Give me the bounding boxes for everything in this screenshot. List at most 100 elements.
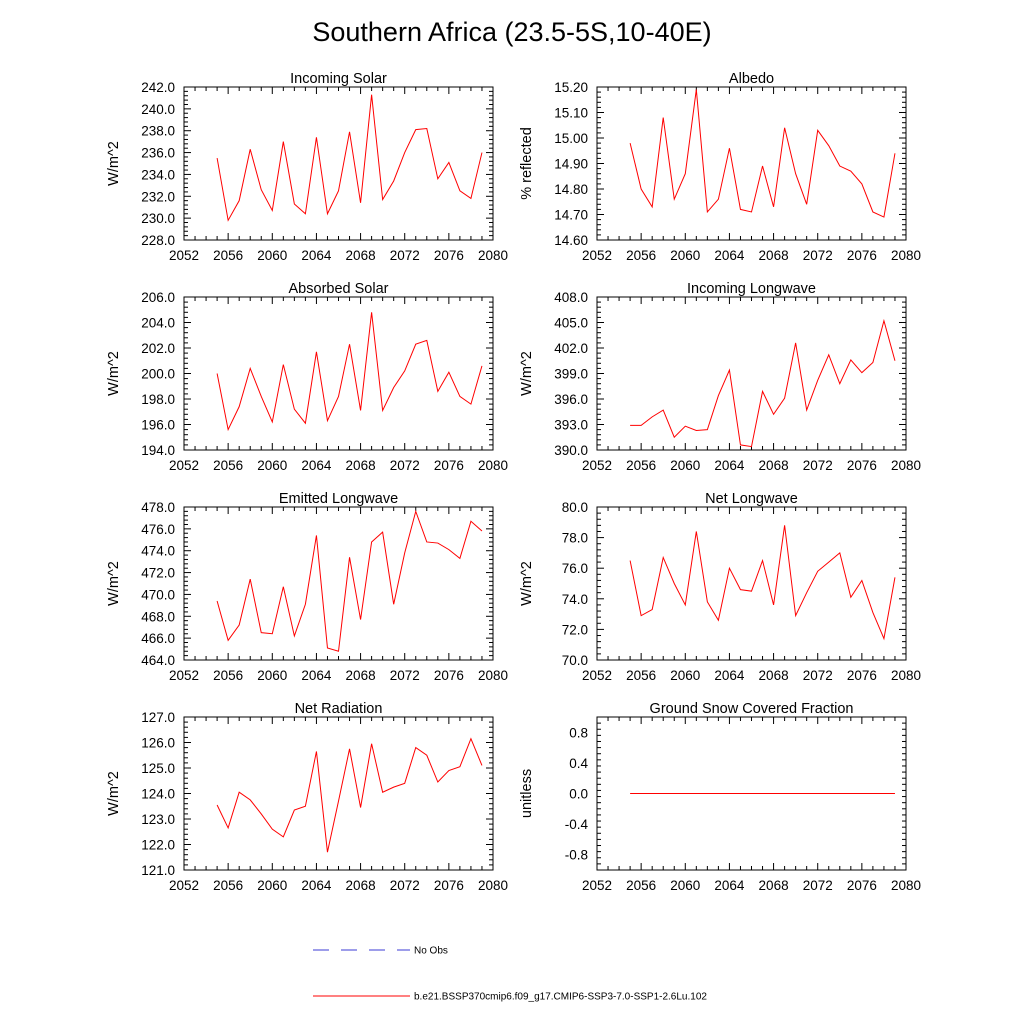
- x-tick-label: 2056: [626, 668, 656, 683]
- y-tick-label: 405.0: [554, 316, 588, 331]
- y-tick-label: 74.0: [562, 592, 588, 607]
- x-tick-label: 2064: [714, 668, 745, 683]
- x-tick-label: 2056: [213, 878, 243, 893]
- y-tick-label: 478.0: [141, 500, 175, 515]
- x-tick-label: 2072: [390, 668, 420, 683]
- x-tick-label: 2064: [714, 248, 745, 263]
- y-axis-label: % reflected: [519, 127, 535, 200]
- y-tick-label: 0.4: [569, 756, 588, 771]
- x-tick-label: 2080: [891, 668, 921, 683]
- plot-frame: [183, 716, 494, 871]
- y-tick-label: 200.0: [141, 367, 175, 382]
- x-tick-label: 2052: [582, 878, 612, 893]
- y-tick-label: 15.20: [554, 80, 588, 95]
- panel-incoming-solar: Incoming Solar 2052 2056 2060 2064 2068 2072 20…: [106, 71, 508, 263]
- y-tick-label: 228.0: [141, 233, 175, 248]
- x-tick-label: 2076: [847, 248, 877, 263]
- x-tick-label: 2052: [169, 458, 199, 473]
- x-tick-label: 2076: [434, 458, 464, 473]
- x-tick-label: 2052: [169, 668, 199, 683]
- y-tick-label: 204.0: [141, 316, 175, 331]
- y-tick-label: 194.0: [141, 443, 175, 458]
- y-tick-label: 206.0: [141, 290, 175, 305]
- y-tick-label: 76.0: [562, 561, 588, 576]
- y-tick-label: 474.0: [141, 544, 175, 559]
- y-tick-label: 476.0: [141, 522, 175, 537]
- x-tick-label: 2064: [714, 458, 745, 473]
- y-tick-label: 14.80: [554, 182, 588, 197]
- y-axis-label: W/m^2: [519, 351, 535, 396]
- x-tick-label: 2052: [582, 248, 612, 263]
- y-tick-label: 242.0: [141, 80, 175, 95]
- x-tick-label: 2072: [803, 878, 833, 893]
- x-tick-label: 2060: [670, 878, 700, 893]
- x-tick-label: 2064: [301, 458, 332, 473]
- x-tick-label: 2056: [213, 458, 243, 473]
- x-tick-label: 2080: [478, 878, 508, 893]
- y-tick-label: 127.0: [141, 710, 175, 725]
- series-line: [216, 312, 483, 432]
- y-tick-label: -0.8: [565, 848, 588, 863]
- series-line: [216, 94, 483, 222]
- y-tick-label: 390.0: [554, 443, 588, 458]
- series-line: [629, 89, 896, 218]
- panel-net-radiation: Net Radiation 2052 2056 2060 2064 2068 2072 207…: [106, 701, 508, 893]
- x-tick-label: 2056: [626, 878, 656, 893]
- y-tick-label: 202.0: [141, 341, 175, 356]
- panel-emitted-longwave: Emitted Longwave 2052 2056 2060 2064 2068 2072…: [106, 491, 508, 683]
- x-tick-label: 2064: [301, 248, 332, 263]
- y-tick-label: 15.00: [554, 131, 588, 146]
- legend-model-label: b.e21.BSSP370cmip6.f09_g17.CMIP6-SSP3-7.…: [414, 992, 707, 1003]
- x-tick-label: 2076: [434, 248, 464, 263]
- plot-frame: [596, 296, 907, 451]
- x-tick-label: 2076: [434, 668, 464, 683]
- x-tick-label: 2064: [301, 878, 332, 893]
- y-tick-label: 0.8: [569, 725, 588, 740]
- y-axis-label: W/m^2: [106, 771, 122, 816]
- x-tick-label: 2056: [213, 668, 243, 683]
- y-axis-label: unitless: [519, 769, 535, 818]
- y-tick-label: 234.0: [141, 167, 175, 182]
- x-tick-label: 2068: [759, 878, 789, 893]
- x-tick-label: 2072: [803, 458, 833, 473]
- figure-title: Southern Africa (23.5-5S,10-40E): [312, 17, 711, 47]
- y-tick-label: 464.0: [141, 653, 175, 668]
- y-tick-label: 470.0: [141, 587, 175, 602]
- plot-frame: [183, 296, 494, 451]
- legend: No Obs b.e21.BSSP370cmip6.f09_g17.CMIP6-…: [313, 946, 707, 1003]
- x-tick-label: 2068: [759, 458, 789, 473]
- x-tick-label: 2076: [434, 878, 464, 893]
- series-line: [629, 525, 896, 641]
- y-tick-label: -0.4: [565, 817, 589, 832]
- series-line: [216, 509, 483, 652]
- x-tick-label: 2080: [891, 878, 921, 893]
- y-tick-label: 72.0: [562, 622, 588, 637]
- x-tick-label: 2080: [891, 248, 921, 263]
- x-tick-label: 2056: [213, 248, 243, 263]
- y-tick-label: 78.0: [562, 531, 588, 546]
- x-tick-label: 2068: [346, 668, 376, 683]
- panel-title: Absorbed Solar: [289, 281, 389, 297]
- panel-title: Incoming Solar: [290, 71, 387, 87]
- x-tick-label: 2060: [257, 878, 287, 893]
- x-tick-label: 2064: [301, 668, 332, 683]
- y-axis-label: W/m^2: [106, 561, 122, 606]
- y-tick-label: 126.0: [141, 736, 175, 751]
- y-tick-label: 14.70: [554, 208, 588, 223]
- y-tick-label: 232.0: [141, 189, 175, 204]
- x-tick-label: 2072: [803, 248, 833, 263]
- y-axis-label: W/m^2: [519, 561, 535, 606]
- y-tick-label: 121.0: [141, 863, 175, 878]
- y-tick-label: 399.0: [554, 367, 588, 382]
- y-tick-label: 70.0: [562, 653, 588, 668]
- y-tick-label: 0.0: [569, 787, 588, 802]
- x-tick-label: 2060: [257, 668, 287, 683]
- y-tick-label: 80.0: [562, 500, 588, 515]
- x-tick-label: 2060: [670, 458, 700, 473]
- y-tick-label: 124.0: [141, 787, 175, 802]
- x-tick-label: 2056: [626, 458, 656, 473]
- x-tick-label: 2064: [714, 878, 745, 893]
- legend-obs-label: No Obs: [414, 946, 448, 957]
- x-tick-label: 2068: [346, 458, 376, 473]
- x-tick-label: 2076: [847, 878, 877, 893]
